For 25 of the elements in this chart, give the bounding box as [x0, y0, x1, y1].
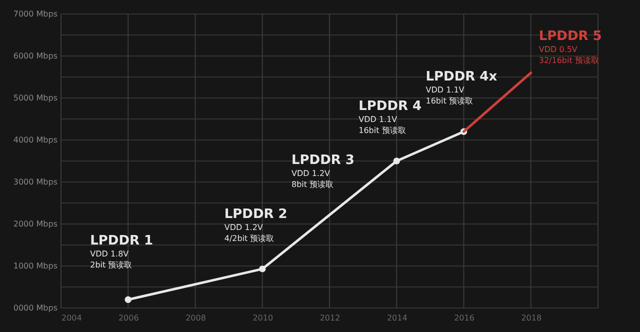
x-tick-label: 2012: [320, 314, 340, 322]
annotation: LPDDR 3 VDD 1.2V 8bit 预读取: [292, 152, 354, 189]
y-tick-label: 1000 Mbps: [13, 262, 58, 270]
y-tick-label: 7000 Mbps: [13, 10, 58, 18]
y-tick-label: 3000 Mbps: [13, 178, 58, 186]
x-tick-label: 2006: [118, 314, 139, 322]
point: [393, 158, 400, 164]
annotation: LPDDR 2 VDD 1.2V 4/2bit 预读取: [224, 206, 288, 243]
annotation: LPDDR 4x VDD 1.1V 16bit 预读取: [426, 70, 498, 106]
y-tick-label: 2000 Mbps: [13, 220, 58, 228]
x-tick-label: 2008: [186, 314, 206, 322]
x-tick-label: 2004: [62, 314, 82, 322]
annotation: LPDDR 1 VDD 1.8V 2bit 预读取: [90, 234, 154, 270]
point: [259, 266, 266, 272]
y-tick-label: 0000 Mbps: [13, 304, 58, 312]
y-tick-label: 6000 Mbps: [13, 52, 58, 60]
x-tick-label: 2018: [521, 314, 542, 322]
x-tick-label: 2016: [454, 314, 474, 322]
annotation: LPDDR 4 VDD 1.1V 16bit 预读取: [358, 99, 422, 135]
y-tick-label: 4000 Mbps: [13, 136, 58, 144]
x-tick-label: 2010: [252, 314, 274, 322]
point: [124, 296, 132, 303]
x-tick-label: 2014: [386, 314, 408, 322]
annotation: LPDDR 5 VDD 0.5V 32/16bit 预读取: [538, 28, 602, 65]
y-tick-label: 5000 Mbps: [13, 94, 58, 102]
